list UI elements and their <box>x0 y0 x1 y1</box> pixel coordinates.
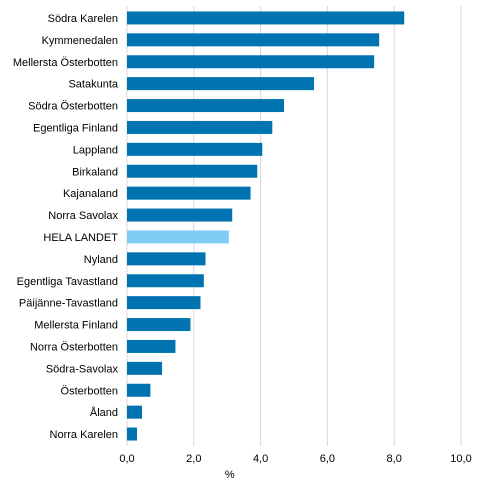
category-label: Mellersta Österbotten <box>13 57 118 69</box>
bar <box>127 11 405 25</box>
grid-lines <box>126 6 462 446</box>
category-label: Birkaland <box>72 166 118 178</box>
category-label: Kymmenedalen <box>42 35 118 47</box>
bar <box>127 208 233 222</box>
x-tick-label: 0,0 <box>119 453 134 465</box>
bar <box>127 405 143 419</box>
category-label: Lappland <box>73 144 118 156</box>
bar <box>127 120 273 134</box>
category-label: Åland <box>90 406 118 419</box>
bar <box>127 274 204 288</box>
category-label: Norra Karelen <box>50 429 118 441</box>
category-label: Södra Karelen <box>48 13 118 25</box>
bar <box>127 142 263 156</box>
bar <box>127 339 176 353</box>
category-label: Norra Österbotten <box>30 341 118 353</box>
x-tick-label: 2,0 <box>186 453 201 465</box>
bar <box>127 296 201 310</box>
category-label: Mellersta Finland <box>34 320 118 332</box>
x-axis-title: % <box>225 469 235 481</box>
bar <box>127 33 380 47</box>
bar <box>127 252 206 266</box>
category-label: Egentliga Finland <box>33 122 118 134</box>
x-tick-label: 10,0 <box>450 453 471 465</box>
bar <box>127 230 229 244</box>
category-label: Kajanaland <box>63 188 118 200</box>
bar <box>127 361 163 375</box>
category-label: Österbotten <box>61 385 118 397</box>
x-tick-label: 6,0 <box>320 453 335 465</box>
bar <box>127 99 284 113</box>
category-label: Satakunta <box>68 79 118 91</box>
bar <box>127 186 251 200</box>
x-tick-label: 8,0 <box>387 453 402 465</box>
bar <box>127 427 138 441</box>
category-label: Södra Österbotten <box>28 101 118 113</box>
bar <box>127 164 258 178</box>
category-labels: Södra Karelen Kymmenedalen Mellersta Öster… <box>13 13 119 441</box>
category-label: Norra Savolax <box>48 210 118 222</box>
category-label: HELA LANDET <box>43 232 118 244</box>
category-label: Nyland <box>84 254 118 266</box>
bar <box>127 55 375 69</box>
category-label: Päijänne-Tavastland <box>19 298 118 310</box>
bar <box>127 77 315 91</box>
x-tick-label: 4,0 <box>253 453 268 465</box>
bar <box>127 383 151 397</box>
category-label: Egentliga Tavastland <box>17 276 118 288</box>
bar <box>127 318 191 332</box>
bars <box>127 11 405 441</box>
category-label: Södra-Savolax <box>46 363 119 375</box>
x-tick-labels: 0,0 2,0 4,0 6,0 8,0 10,0 <box>119 453 471 465</box>
